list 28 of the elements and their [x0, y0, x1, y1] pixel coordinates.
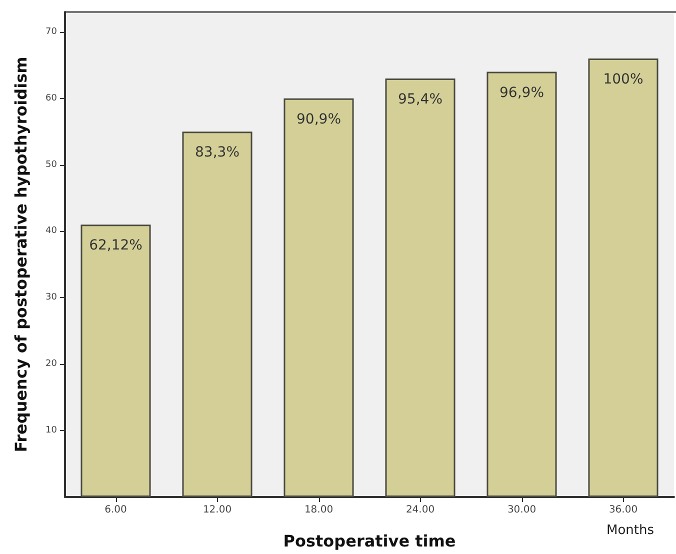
y-tick-label: 60	[46, 93, 58, 104]
bar	[588, 58, 658, 497]
y-tick-label: 30	[46, 292, 58, 303]
annotation: 90,9%	[296, 111, 341, 128]
x-axis-title: Postoperative time	[283, 532, 456, 550]
bar	[486, 72, 557, 497]
x-tick-label: 6.00	[104, 504, 127, 516]
x-tick-label: 18.00	[304, 504, 334, 516]
bar	[385, 78, 456, 497]
bar	[80, 224, 151, 497]
x-tick-label: 36.00	[608, 504, 638, 516]
annotation: 62,12%	[89, 238, 142, 254]
y-tick-label: 40	[46, 226, 58, 236]
y-tick-label: 10	[46, 426, 58, 436]
x-tick-label: 12.00	[202, 504, 232, 516]
annotation: 96,9%	[500, 84, 544, 101]
annotation: 83,3%	[195, 144, 240, 161]
text: Months	[606, 523, 654, 538]
bar	[284, 98, 354, 497]
y-tick-label: 50	[46, 160, 58, 170]
y-axis-title: Frequency of postoperative hypothyroidism	[12, 56, 30, 452]
y-tick-label: 70	[46, 26, 58, 37]
bar	[182, 132, 252, 497]
x-tick-label: 30.00	[507, 504, 536, 516]
x-tick-label: 24.00	[406, 504, 435, 516]
annotation: 100%	[603, 72, 644, 88]
y-tick-label: 20	[46, 359, 58, 370]
annotation: 95,4%	[398, 91, 442, 108]
